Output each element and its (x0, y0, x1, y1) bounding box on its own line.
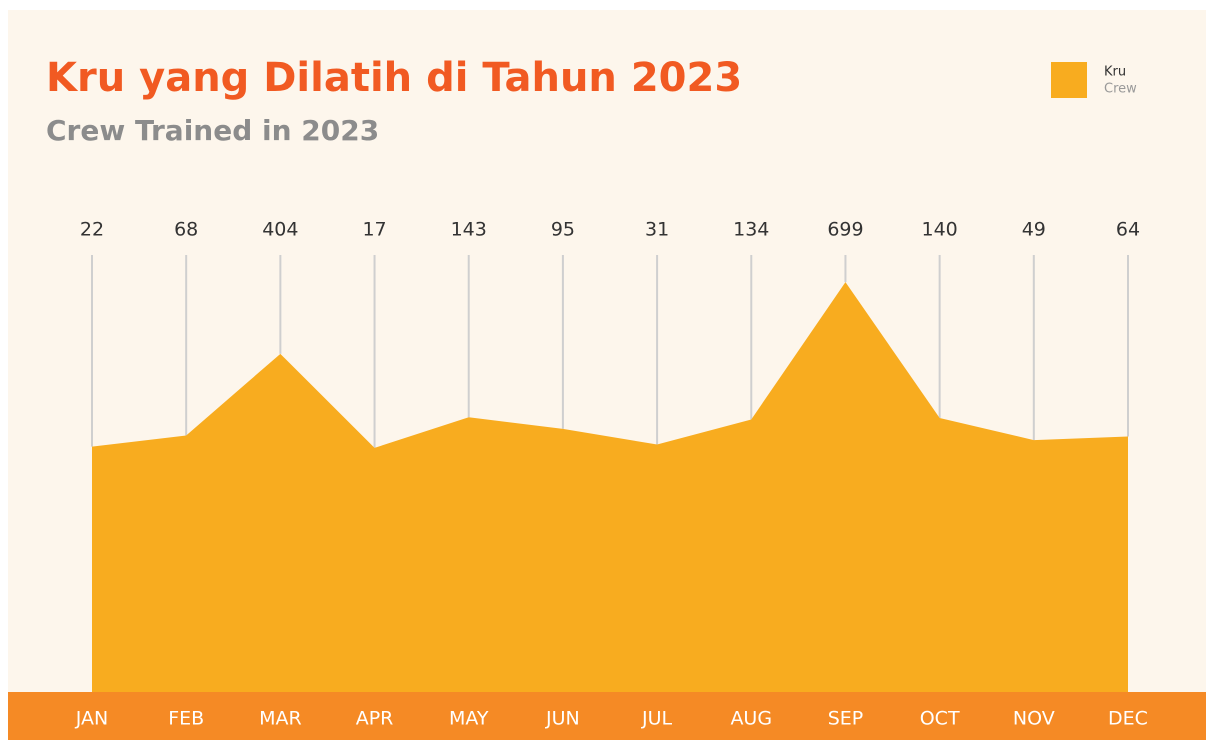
value-label: 140 (922, 219, 958, 241)
value-label: 699 (827, 219, 863, 241)
value-label: 31 (645, 219, 669, 241)
value-label: 22 (80, 219, 104, 241)
area (92, 282, 1128, 692)
x-tick-label: APR (356, 708, 394, 730)
x-tick-label: FEB (168, 708, 204, 730)
x-tick-label: AUG (730, 708, 772, 730)
x-tick-label: OCT (920, 708, 960, 730)
value-label: 64 (1116, 219, 1140, 241)
value-label: 17 (362, 219, 386, 241)
x-tick-label: JUL (641, 708, 673, 730)
chart-subtitle: Crew Trained in 2023 (46, 114, 379, 147)
value-label: 404 (262, 219, 298, 241)
value-label: 68 (174, 219, 198, 241)
x-tick-label: SEP (828, 708, 864, 730)
chart-title: Kru yang Dilatih di Tahun 2023 (46, 55, 742, 101)
value-label: 134 (733, 219, 769, 241)
x-tick-label: MAY (449, 708, 489, 730)
value-label: 95 (551, 219, 575, 241)
x-tick-label: JAN (75, 708, 108, 730)
value-label: 143 (451, 219, 487, 241)
value-label: 49 (1022, 219, 1046, 241)
x-tick-label: NOV (1013, 708, 1055, 730)
x-tick-label: MAR (259, 708, 302, 730)
x-axis-band (8, 692, 1206, 740)
x-tick-label: JUN (545, 708, 580, 730)
legend-label: Kru (1104, 65, 1126, 80)
x-tick-label: DEC (1108, 708, 1148, 730)
legend-sublabel: Crew (1104, 82, 1137, 97)
legend-swatch (1051, 62, 1087, 98)
